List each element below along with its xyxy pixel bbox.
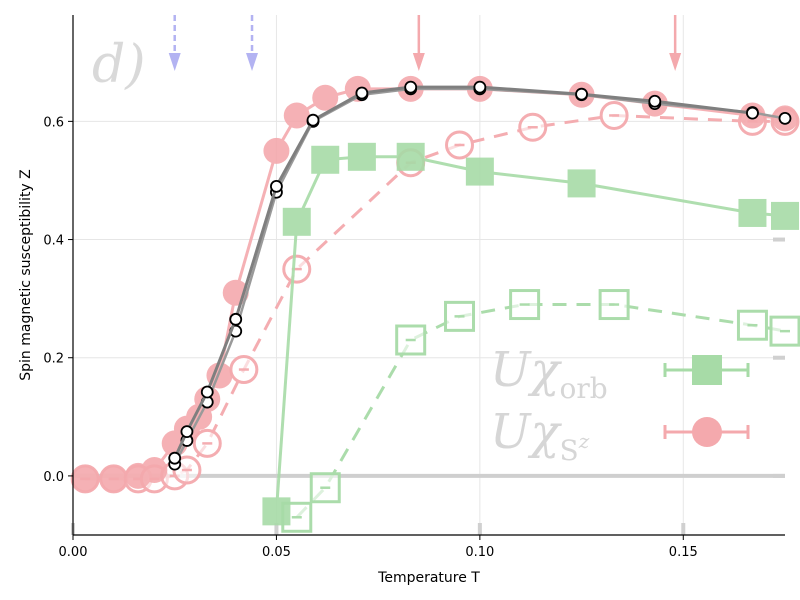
data-point xyxy=(509,289,541,321)
legend-label: UχSz xyxy=(490,404,590,467)
data-point xyxy=(746,106,759,120)
data-point xyxy=(778,112,792,125)
y-tick-label: 0.2 xyxy=(43,352,64,367)
data-point xyxy=(229,312,243,326)
data-point xyxy=(206,362,233,389)
arrow-head xyxy=(168,53,181,71)
series-green-open-dashed xyxy=(281,289,800,533)
data-point xyxy=(168,451,182,465)
x-tick-label: 0.00 xyxy=(59,545,88,560)
data-point xyxy=(575,87,588,101)
data-point xyxy=(312,84,339,111)
data-point xyxy=(283,102,310,129)
legend-label: Uχorb xyxy=(490,342,608,405)
indicator-arrows xyxy=(168,15,682,71)
legend-label-sup: z xyxy=(578,429,590,453)
x-tick-label: 0.10 xyxy=(465,545,494,560)
data-point xyxy=(771,201,799,230)
series-red-filled-solid xyxy=(72,75,798,492)
legend-label-sub: orb xyxy=(560,372,608,405)
series-line xyxy=(173,85,753,459)
legend-label-sub: S xyxy=(560,434,579,467)
x-tick-label: 0.15 xyxy=(669,545,698,560)
x-axis-label: Temperature T xyxy=(377,570,480,586)
data-point xyxy=(270,179,283,193)
data-point xyxy=(141,457,168,483)
series-green-filled-solid xyxy=(262,142,799,526)
data-point xyxy=(355,86,369,100)
data-point xyxy=(262,497,291,526)
data-point xyxy=(347,142,376,171)
data-point xyxy=(311,145,340,174)
y-tick-label: 0.4 xyxy=(43,234,64,249)
arrow-head xyxy=(669,53,682,71)
arrow-head xyxy=(246,53,259,71)
data-point xyxy=(282,207,311,236)
data-point xyxy=(263,137,290,164)
data-point xyxy=(465,157,494,186)
y-axis-label: Spin magnetic susceptibility Z xyxy=(18,169,34,381)
legend-label-base: Uχ xyxy=(490,342,562,398)
legend-marker xyxy=(692,355,722,385)
legend-label-base: Uχ xyxy=(490,404,562,460)
panel-label: d) xyxy=(92,35,146,95)
y-tick-label: 0.0 xyxy=(43,470,64,485)
legend-marker xyxy=(692,417,722,447)
series-white-open-solid-b xyxy=(168,80,759,465)
x-tick-label: 0.05 xyxy=(262,545,291,560)
series-line xyxy=(295,303,786,519)
arrow-head xyxy=(412,53,425,71)
data-point xyxy=(404,80,418,94)
data-point xyxy=(738,198,767,227)
data-point xyxy=(473,80,487,94)
data-point xyxy=(200,385,214,399)
data-point xyxy=(736,309,768,341)
axes: 0.00 0.05 0.10 0.15 0.0 0.2 0.4 0.6 xyxy=(43,15,785,560)
data-point xyxy=(72,465,99,492)
series-layer xyxy=(70,75,800,533)
data-point xyxy=(567,169,596,198)
data-point xyxy=(180,425,194,438)
data-point xyxy=(598,289,630,321)
data-point xyxy=(306,113,320,127)
data-point xyxy=(396,142,425,171)
y-tick-label: 0.6 xyxy=(43,115,64,130)
data-point xyxy=(100,465,127,492)
data-point xyxy=(648,94,662,108)
